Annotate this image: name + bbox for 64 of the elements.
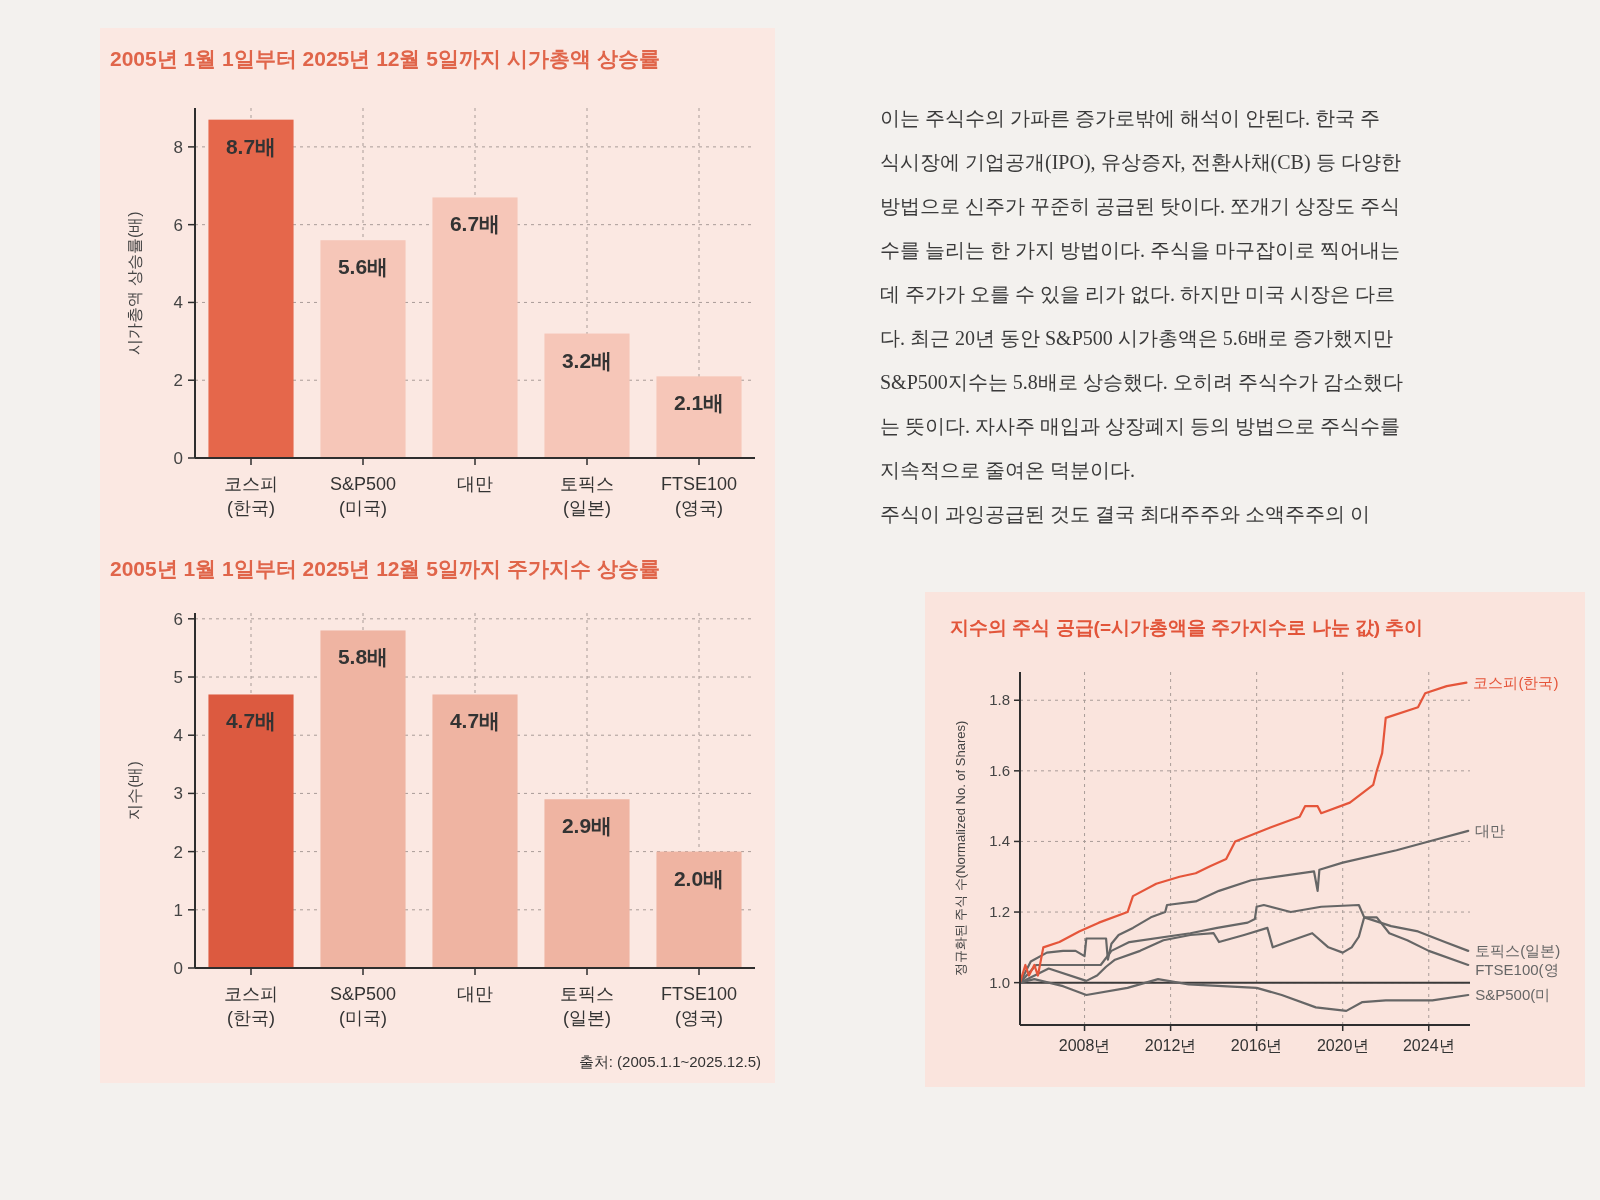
series-label: 코스피(한국) (1473, 673, 1559, 691)
text: 주식이 과잉공급된 것도 결국 최대주주와 소액주주의 이 (880, 503, 1370, 525)
y-tick-label: 0 (173, 959, 183, 978)
data-label: 2.9배 (561, 814, 613, 838)
x-tick-label: S&P500 (미국) (329, 984, 397, 1028)
y-tick-label: 0 (173, 449, 183, 468)
x-tick-label: 2016년 (1230, 1037, 1283, 1054)
y-tick-label: 3 (173, 784, 183, 804)
x-tick-label: 대만 (457, 984, 493, 1004)
text: 방법으로 신주가 꾸준히 공급된 탓이다. 쪼개기 상장도 주식 (880, 195, 1400, 217)
text: S&P500지수는 5.8배로 상승했다. 오히려 주식수가 감소했다 (880, 371, 1403, 393)
text: 식시장에 기업공개(IPO), 유상증자, 전환사채(CB) 등 다양한 (880, 151, 1401, 174)
data-label: 8.7배 (225, 134, 277, 158)
y-tick-label: 5 (173, 668, 183, 688)
x-tick-label: 2024년 (1402, 1037, 1455, 1054)
y-tick-label: 1.0 (989, 973, 1010, 991)
y-tick-label: 1.4 (989, 832, 1010, 850)
y-tick-label: 1.2 (989, 903, 1010, 921)
series-label: FTSE100(영 (1475, 960, 1559, 978)
series-label: 토픽스(일본) (1475, 941, 1561, 959)
y-tick-label: 2 (173, 371, 183, 391)
text: 는 뜻이다. 자사주 매입과 상장폐지 등의 방법으로 주식수를 (880, 415, 1400, 437)
data-label: 2.1배 (673, 391, 725, 415)
series-label: 대만 (1475, 821, 1506, 839)
y-tick-label: 4 (173, 293, 183, 313)
y-tick-label: 1.8 (989, 691, 1010, 709)
y-axis-title: 시가총액 상승률(배) (126, 211, 143, 355)
source-note: 출처: (2005.1.1~2025.12.5) (578, 1053, 761, 1070)
data-label: 4.7배 (449, 709, 501, 733)
text: 이는 주식수의 가파른 증가로밖에 해석이 안된다. 한국 주 (880, 107, 1380, 129)
x-tick-label: FTSE100 (영국) (660, 984, 738, 1028)
x-tick-label: 2012년 (1144, 1037, 1197, 1054)
text: 데 주가가 오를 수 있을 리가 없다. 하지만 미국 시장은 다르 (880, 283, 1395, 305)
x-tick-label: 대만 (457, 474, 493, 494)
data-label: 5.8배 (337, 645, 389, 669)
data-label: 2.0배 (673, 866, 725, 890)
data-label: 3.2배 (561, 348, 613, 372)
x-tick-label: S&P500 (미국) (329, 474, 397, 518)
x-tick-label: 코스피 (한국) (224, 474, 278, 518)
y-tick-label: 8 (173, 137, 183, 157)
y-tick-label: 1 (173, 900, 183, 920)
x-tick-label: FTSE100 (영국) (660, 474, 738, 518)
y-tick-label: 6 (173, 215, 183, 235)
text: 수를 늘리는 한 가지 방법이다. 주식을 마구잡이로 찍어내는 (880, 239, 1400, 261)
text: 다. 최근 20년 동안 S&P500 시가총액은 5.6배로 증가했지만 (880, 327, 1393, 349)
series-label: S&P500(미 (1475, 985, 1551, 1003)
x-tick-label: 코스피 (한국) (224, 984, 278, 1028)
data-label: 5.6배 (337, 255, 389, 279)
y-tick-label: 2 (173, 842, 183, 862)
chart-title: 2005년 1월 1일부터 2025년 12월 5일까지 주가지수 상승률 (110, 557, 660, 580)
chart-title: 2005년 1월 1일부터 2025년 12월 5일까지 시가총액 상승률 (110, 47, 660, 70)
y-tick-label: 4 (173, 726, 183, 746)
chart-title: 지수의 주식 공급(=시가총액을 주가지수로 나눈 값) 추이 (950, 617, 1424, 638)
y-tick-label: 6 (173, 609, 183, 629)
x-tick-label: 2020년 (1316, 1037, 1369, 1054)
x-tick-label: 토픽스 (일본) (560, 984, 614, 1028)
data-label: 4.7배 (225, 709, 277, 733)
x-tick-label: 2008년 (1058, 1037, 1111, 1054)
y-axis-title: 지수(배) (126, 761, 143, 820)
data-label: 6.7배 (449, 212, 501, 236)
y-axis-title: 정규화된 주식 수(Normalized No. of Shares) (953, 720, 968, 977)
y-tick-label: 1.6 (989, 761, 1010, 779)
text: 지속적으로 줄여온 덕분이다. (880, 459, 1135, 481)
x-tick-label: 토픽스 (일본) (560, 474, 614, 518)
